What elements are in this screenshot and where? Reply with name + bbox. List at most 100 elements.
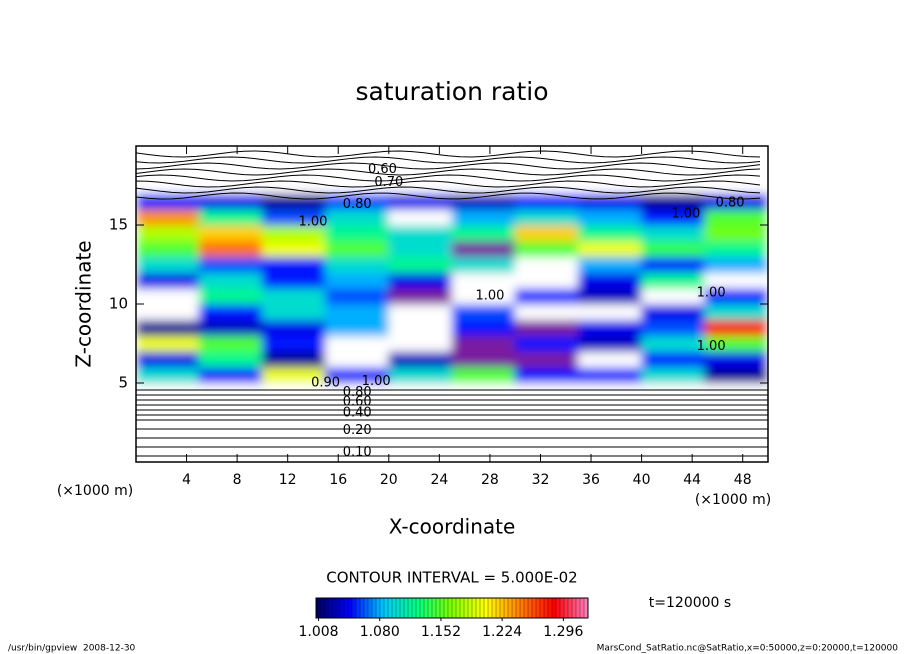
x-tick-label: 12 (279, 472, 297, 488)
field-cell (704, 303, 768, 321)
colorbar-cell (351, 597, 357, 619)
contour-label: 0.40 (343, 406, 372, 421)
field-cell (514, 224, 579, 242)
colorbar-tick-label: 1.008 (299, 624, 339, 640)
field-cell (136, 287, 200, 305)
field-cell (704, 271, 768, 289)
colorbar-cell (411, 597, 417, 619)
field-cell (261, 445, 327, 462)
field-cell (261, 256, 327, 273)
colorbar-cell (363, 597, 369, 619)
field-cell (198, 161, 263, 179)
field-cell (451, 240, 516, 258)
x-tick-label: 24 (430, 472, 448, 488)
colorbar-cell (399, 597, 405, 619)
x-tick-label: 20 (380, 472, 398, 488)
colorbar-cell (491, 597, 497, 619)
field-cell (198, 146, 263, 163)
field-cell (325, 146, 390, 163)
field-cell (704, 335, 768, 352)
field-cell (451, 319, 516, 337)
field-cell (198, 208, 263, 226)
field-cell (451, 271, 516, 289)
colorbar-cell (519, 597, 525, 619)
colorbar-cell (479, 597, 485, 619)
colorbar-cell (475, 597, 481, 619)
contour-label: 0.80 (716, 195, 745, 210)
field-cell (704, 366, 768, 384)
field-cell (198, 319, 263, 337)
colorbar-cell (387, 597, 393, 619)
x-tick-label: 44 (683, 472, 701, 488)
field-cell (451, 382, 516, 400)
colorbar-cell (323, 597, 329, 619)
field-cell (704, 382, 768, 400)
colorbar-cell (403, 597, 409, 619)
field-cell (136, 366, 200, 384)
x-tick-label: 4 (182, 472, 191, 488)
field-cell (136, 240, 200, 258)
contour-label: 1.00 (671, 206, 700, 221)
contour-line (136, 156, 761, 164)
colorbar-tick-label: 1.224 (482, 624, 522, 640)
x-axis-label: X-coordinate (389, 515, 516, 539)
field-cell (198, 445, 263, 462)
field-cell (577, 146, 643, 163)
field-cell (388, 240, 453, 258)
colorbar-cell (483, 597, 489, 619)
colorbar-cell (523, 597, 529, 619)
field-cell (388, 161, 453, 179)
contour-line (136, 162, 761, 170)
contour-label: 0.20 (343, 423, 372, 438)
field-cell (261, 146, 327, 163)
colorbar-cell (559, 597, 565, 619)
field-cell (641, 161, 706, 179)
field-cell (451, 256, 516, 273)
field-cell (641, 177, 706, 194)
y-tick-label: 15 (109, 216, 128, 234)
colorbar-cell (515, 597, 521, 619)
field-cell (325, 287, 390, 305)
colorbar-cell (467, 597, 473, 619)
colorbar-cell (347, 597, 353, 619)
colorbar-cell (427, 597, 433, 619)
field-cell (514, 161, 579, 179)
field-cell (388, 303, 453, 321)
field-cell (388, 414, 453, 431)
chart-title: saturation ratio (355, 77, 548, 106)
colorbar-cell (451, 597, 457, 619)
colorbar-cell (395, 597, 401, 619)
field-cell (641, 350, 706, 368)
field-cell (577, 271, 643, 289)
field-cell (704, 146, 768, 163)
field-cell (261, 350, 327, 368)
colorbar-cell (443, 597, 449, 619)
field-cell (136, 256, 200, 273)
field-cell (388, 382, 453, 400)
field-cell (388, 208, 453, 226)
field-cell (451, 177, 516, 194)
colorbar-cell (335, 597, 341, 619)
field-cell (451, 208, 516, 226)
field-cell (388, 350, 453, 368)
field-cell (514, 335, 579, 352)
colorbar-cell (331, 597, 337, 619)
field-cell (451, 414, 516, 431)
field-cell (325, 192, 390, 210)
field-cell (388, 224, 453, 242)
field-cell (198, 192, 263, 210)
field-cell (261, 271, 327, 289)
contour-label: 0.60 (343, 394, 372, 409)
field-cell (136, 224, 200, 242)
field-cell (577, 192, 643, 210)
field-cell (325, 240, 390, 258)
colorbar-cell (319, 597, 325, 619)
field-cell (136, 271, 200, 289)
colorbar-cell (407, 597, 413, 619)
field-cell (704, 192, 768, 210)
contour-label: 0.70 (374, 175, 403, 190)
colorbar-cell (531, 597, 537, 619)
colorbar-cell (459, 597, 465, 619)
field-cell (388, 366, 453, 384)
